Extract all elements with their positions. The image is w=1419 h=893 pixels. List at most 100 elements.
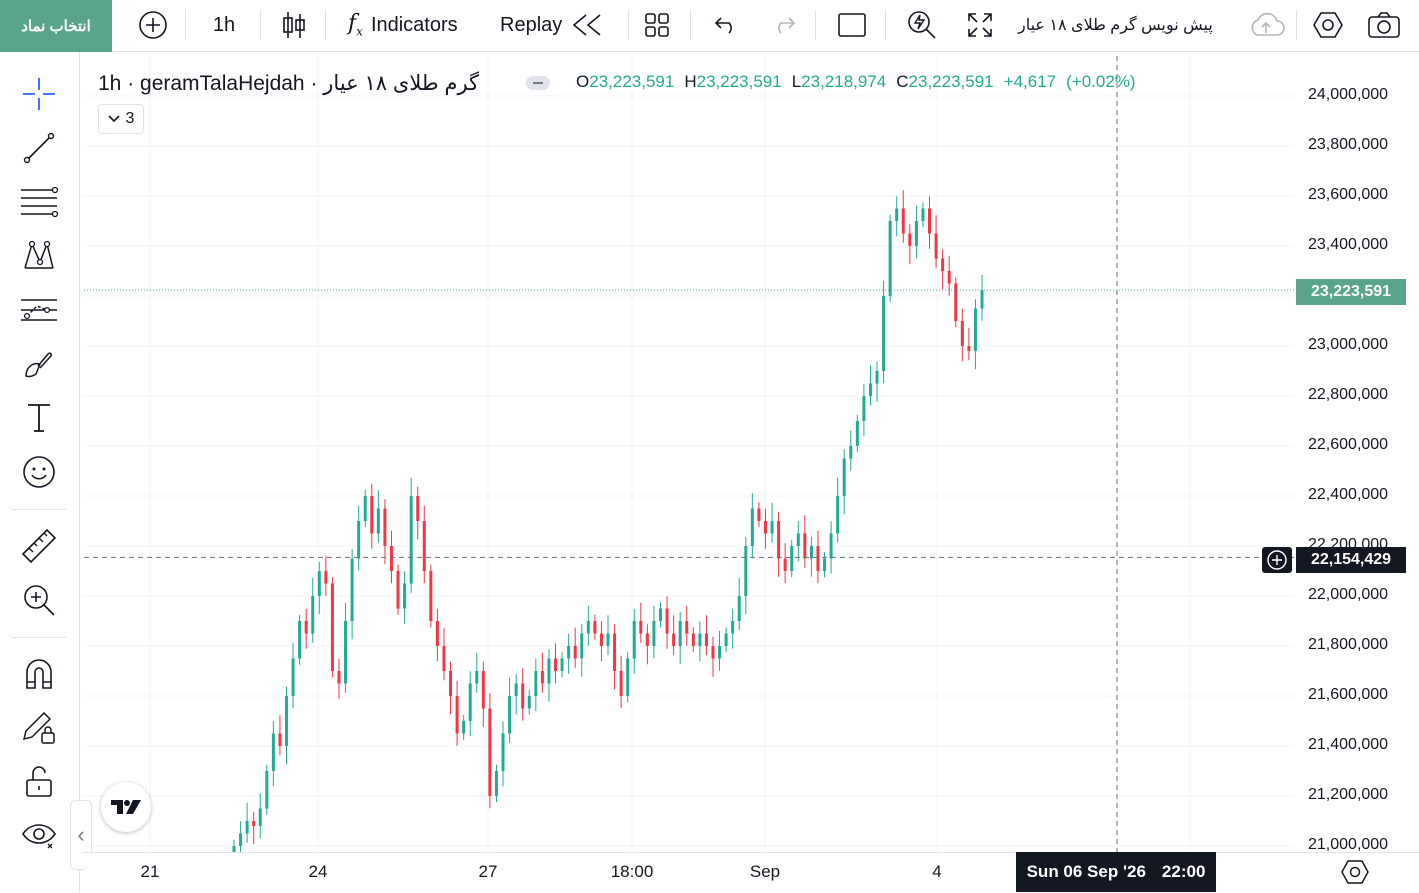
- candle-body: [882, 296, 886, 371]
- candle-body: [284, 696, 288, 746]
- candle-body: [763, 521, 767, 534]
- last-price-badge: 23,223,591: [1296, 279, 1406, 305]
- candle-body: [344, 621, 348, 684]
- candle-body: [449, 671, 453, 696]
- screenshot-button[interactable]: [1364, 0, 1404, 50]
- symbol-legend[interactable]: گرم طلای ۱۸ عیار · 1h · geramTalaHejdah: [98, 68, 479, 98]
- high-key: H: [684, 72, 697, 91]
- grid-layout-icon: [645, 13, 669, 37]
- indicators-button[interactable]: fx Indicators: [348, 0, 488, 50]
- fib-retracement-tool[interactable]: [14, 182, 64, 222]
- candle-body: [298, 621, 302, 659]
- layouts-button[interactable]: [640, 0, 674, 50]
- horizontal-lines-icon: [21, 186, 59, 218]
- save-cloud-button[interactable]: [1246, 0, 1286, 50]
- candle-body: [567, 646, 571, 659]
- candle-body: [691, 633, 695, 646]
- candle-body: [324, 571, 328, 584]
- legend-collapse-button[interactable]: [526, 76, 550, 90]
- undo-icon: [714, 17, 732, 34]
- layout-name[interactable]: پیش نویس گرم طلای ۱۸ عیار: [1018, 17, 1213, 34]
- fullscreen-chart-button[interactable]: [834, 0, 870, 50]
- crosshair-tool[interactable]: [14, 74, 64, 114]
- candle-body: [685, 621, 689, 634]
- candle-body: [652, 621, 656, 646]
- candle-body: [908, 233, 912, 246]
- candle-body: [534, 671, 538, 696]
- replay-button[interactable]: Replay: [500, 0, 618, 50]
- candle-body: [606, 633, 610, 646]
- candle-body: [672, 633, 676, 646]
- candle-body: [363, 496, 367, 521]
- chart-type-button[interactable]: [276, 0, 312, 50]
- ruler-icon: [21, 528, 57, 564]
- brush-tool[interactable]: [14, 344, 64, 384]
- candle-body: [291, 658, 295, 696]
- fullscreen-button[interactable]: [962, 0, 998, 50]
- measure-tool[interactable]: [14, 526, 64, 566]
- lock-drawings-mode-tool[interactable]: [14, 708, 64, 748]
- gear-hex-icon: [1313, 12, 1343, 38]
- add-alert-button[interactable]: [1262, 547, 1292, 573]
- price-tick: 23,400,000: [1308, 236, 1389, 253]
- candle-body: [928, 208, 932, 234]
- candle-body: [481, 671, 485, 709]
- change-percent: (+0.02%): [1066, 72, 1136, 91]
- toolbar-divider: [12, 509, 66, 510]
- candle-body: [488, 708, 492, 796]
- price-tick: 24,000,000: [1308, 86, 1389, 103]
- magnet-mode-tool[interactable]: [14, 654, 64, 694]
- candle-body: [855, 421, 859, 446]
- symbol-search-button[interactable]: انتخاب نماد: [0, 0, 112, 52]
- function-icon: fx: [348, 11, 363, 39]
- price-tick: 23,000,000: [1308, 336, 1389, 353]
- candle-body: [750, 508, 754, 546]
- indicators-toggle[interactable]: 3: [98, 104, 144, 134]
- candle-body: [573, 646, 577, 659]
- candle-body: [862, 396, 866, 421]
- trend-line-tool[interactable]: [14, 128, 64, 168]
- top-toolbar: انتخاب نماد 1h fx Indicators Replay پیش …: [0, 0, 1419, 52]
- forecast-tool[interactable]: [14, 290, 64, 330]
- time-tick: Sep: [749, 862, 781, 881]
- indicators-label: Indicators: [370, 13, 458, 36]
- tradingview-logo[interactable]: [101, 782, 151, 832]
- time-tick: 18:00: [610, 862, 654, 881]
- time-tick: 21: [140, 862, 160, 881]
- emoji-tool[interactable]: [14, 452, 64, 492]
- axis-settings-button[interactable]: [1340, 858, 1370, 891]
- zoom-in-tool[interactable]: [14, 580, 64, 620]
- chevron-left-icon: ‹: [77, 822, 85, 847]
- candle-body: [311, 596, 315, 634]
- settings-button[interactable]: [1310, 0, 1346, 50]
- candle-body: [639, 621, 643, 634]
- price-tick: 22,800,000: [1308, 386, 1389, 403]
- candle-body: [455, 696, 459, 734]
- redo-button[interactable]: [768, 0, 800, 50]
- compare-add-button[interactable]: [134, 0, 172, 50]
- close-key: C: [896, 72, 909, 91]
- hide-drawings-tool[interactable]: [14, 816, 64, 856]
- magnet-icon: [26, 659, 52, 689]
- candle-body: [836, 496, 840, 534]
- text-tool[interactable]: [14, 398, 64, 438]
- undo-button[interactable]: [710, 0, 742, 50]
- candle-body: [265, 771, 269, 809]
- candle-body: [357, 521, 361, 559]
- candle-body: [593, 621, 597, 634]
- candle-body: [232, 846, 236, 852]
- interval-button[interactable]: 1h: [212, 13, 236, 36]
- candle-body: [960, 321, 964, 346]
- pattern-tool[interactable]: [14, 236, 64, 276]
- replay-label: Replay: [500, 13, 563, 36]
- smiley-icon: [23, 456, 55, 488]
- candle-body: [796, 533, 800, 546]
- low-value: 23,218,974: [801, 72, 887, 91]
- price-chart[interactable]: [84, 56, 1419, 852]
- quick-search-button[interactable]: [904, 0, 940, 50]
- candle-body: [737, 596, 741, 621]
- lock-all-drawings-tool[interactable]: [14, 762, 64, 802]
- candle-body: [626, 658, 630, 696]
- candle-body: [724, 633, 728, 646]
- candle-body: [731, 621, 735, 634]
